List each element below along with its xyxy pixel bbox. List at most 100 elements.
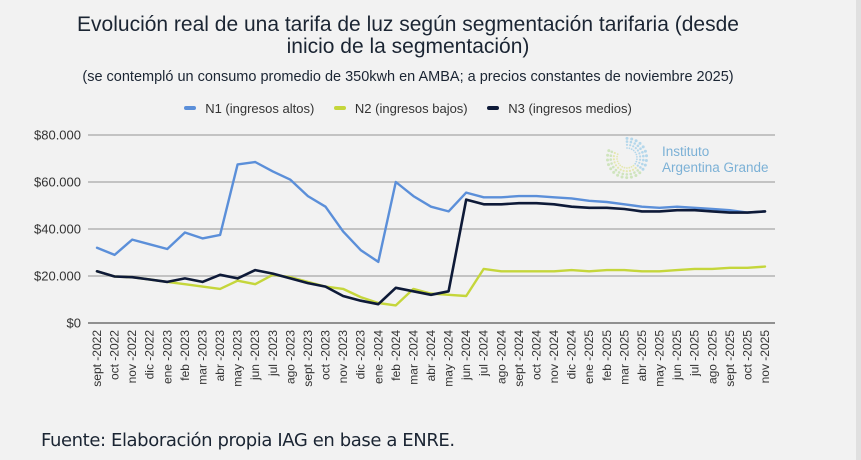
y-tick-label: $60.000 (34, 175, 81, 190)
logo-dot (633, 171, 636, 174)
x-tick-label: jun -2023 (248, 330, 262, 381)
x-tick-label: ago -2024 (494, 330, 508, 384)
logo-dot (625, 173, 629, 176)
legend-swatch-n1 (184, 106, 197, 110)
logo-dot (617, 166, 620, 169)
x-tick-label: ago -2025 (705, 330, 719, 384)
x-tick-label: may -2025 (653, 330, 667, 387)
series-line-n2 (95, 265, 767, 307)
logo-dot (634, 139, 638, 143)
x-tick-label: feb -2023 (178, 330, 192, 381)
x-tick-label: oct -2023 (319, 330, 333, 380)
x-tick-label: nov -2023 (336, 330, 350, 384)
logo-dot (632, 164, 635, 167)
logo-dot (613, 151, 616, 155)
logo-dot (616, 155, 618, 158)
legend-label-n1: N1 (ingresos altos) (205, 100, 315, 116)
logo-dot (636, 144, 640, 148)
logo-dot (629, 175, 633, 179)
y-tick-label: $80.000 (34, 128, 81, 143)
logo-dot (617, 162, 620, 165)
logo-dot (634, 147, 637, 150)
logo-dot (625, 170, 628, 173)
x-tick-label: ene -2025 (582, 330, 596, 384)
logo-dot (625, 136, 629, 140)
logo-dot (617, 171, 621, 174)
logo-dot (641, 151, 644, 154)
x-tick-label: oct -2022 (108, 330, 122, 380)
logo-dot (621, 165, 624, 168)
legend-item-n2: N2 (ingresos bajos) (333, 100, 468, 116)
x-tick-label: abr -2025 (635, 330, 649, 382)
logo-dot (612, 165, 615, 169)
logo-dot (636, 149, 640, 152)
logo-dot (632, 145, 635, 148)
logo-icon (606, 136, 648, 180)
x-axis-ticks: sept -2022 oct -2022 nov -2022 dic -2022 ene… (90, 330, 772, 387)
logo-dot (606, 153, 610, 157)
x-tick-label: nov -2025 (758, 330, 772, 384)
legend-item-n1: N1 (ingresos altos) (184, 101, 314, 116)
gridlines (88, 134, 775, 324)
logo-dot (609, 167, 613, 171)
logo-dot (631, 168, 635, 171)
x-tick-label: jul -2024 (477, 330, 491, 377)
x-tick-label: mar -2023 (195, 330, 209, 385)
logo-dot (636, 158, 638, 161)
logo-dot (642, 154, 645, 158)
x-tick-label: abr -2024 (424, 330, 438, 382)
x-tick-label: oct -2024 (529, 330, 543, 380)
logo-dot (636, 156, 638, 158)
logo-dot (638, 152, 641, 155)
series-lines (95, 160, 767, 307)
logo-dot (629, 140, 633, 144)
logo-dot (634, 151, 637, 154)
logo-dot (613, 161, 616, 164)
x-tick-label: feb -2025 (600, 330, 614, 381)
y-tick-label: $40.000 (34, 222, 81, 237)
logo-dot (635, 160, 638, 163)
logo-dot (628, 147, 631, 150)
legend-label-n2: N2 (ingresos bajos) (354, 100, 468, 116)
logo-dot (632, 149, 635, 152)
x-tick-label: dic -2024 (565, 330, 579, 380)
x-tick-label: jul -2025 (688, 330, 702, 377)
logo-dot (626, 147, 628, 149)
logo-dot (638, 171, 642, 175)
logo-dot (643, 149, 647, 153)
y-tick-label: $0 (67, 316, 81, 331)
logo-dot (625, 140, 629, 143)
legend-swatch-n3 (487, 106, 500, 110)
x-tick-label: jun -2024 (459, 330, 473, 381)
logo-dot (644, 159, 648, 162)
logo-dot (616, 153, 619, 156)
logo-dot (629, 172, 632, 176)
logo-dot (609, 158, 612, 161)
logo-dot (643, 163, 647, 167)
logo-dot (626, 167, 628, 169)
x-tick-label: dic -2023 (354, 330, 368, 380)
series-line-n1 (95, 160, 767, 264)
logo-dot (639, 147, 642, 150)
series-line-n3 (95, 198, 767, 306)
x-tick-label: mar -2024 (406, 330, 420, 385)
logo-dot (645, 154, 648, 158)
logo-dot (607, 163, 610, 167)
logo-dot (610, 162, 613, 165)
logo-dot (616, 158, 618, 160)
logo-dot (630, 166, 633, 168)
chart-subtitle: (se contempló un consumo promedio de 350… (82, 69, 734, 85)
x-tick-label: mar -2025 (617, 330, 631, 385)
chart-title-line2: inicio de la segmentación) (286, 35, 530, 58)
logo-dot (622, 169, 625, 172)
logo-dot (630, 137, 634, 141)
logo-dot (623, 166, 626, 169)
logo-dot (629, 144, 632, 147)
logo-dot (612, 158, 616, 161)
x-tick-label: sept -2025 (723, 330, 737, 387)
logo-dot (634, 166, 637, 170)
logo-dot (620, 175, 624, 179)
logo-dot (641, 145, 645, 149)
legend-item-n3: N3 (ingresos medios) (487, 101, 632, 116)
